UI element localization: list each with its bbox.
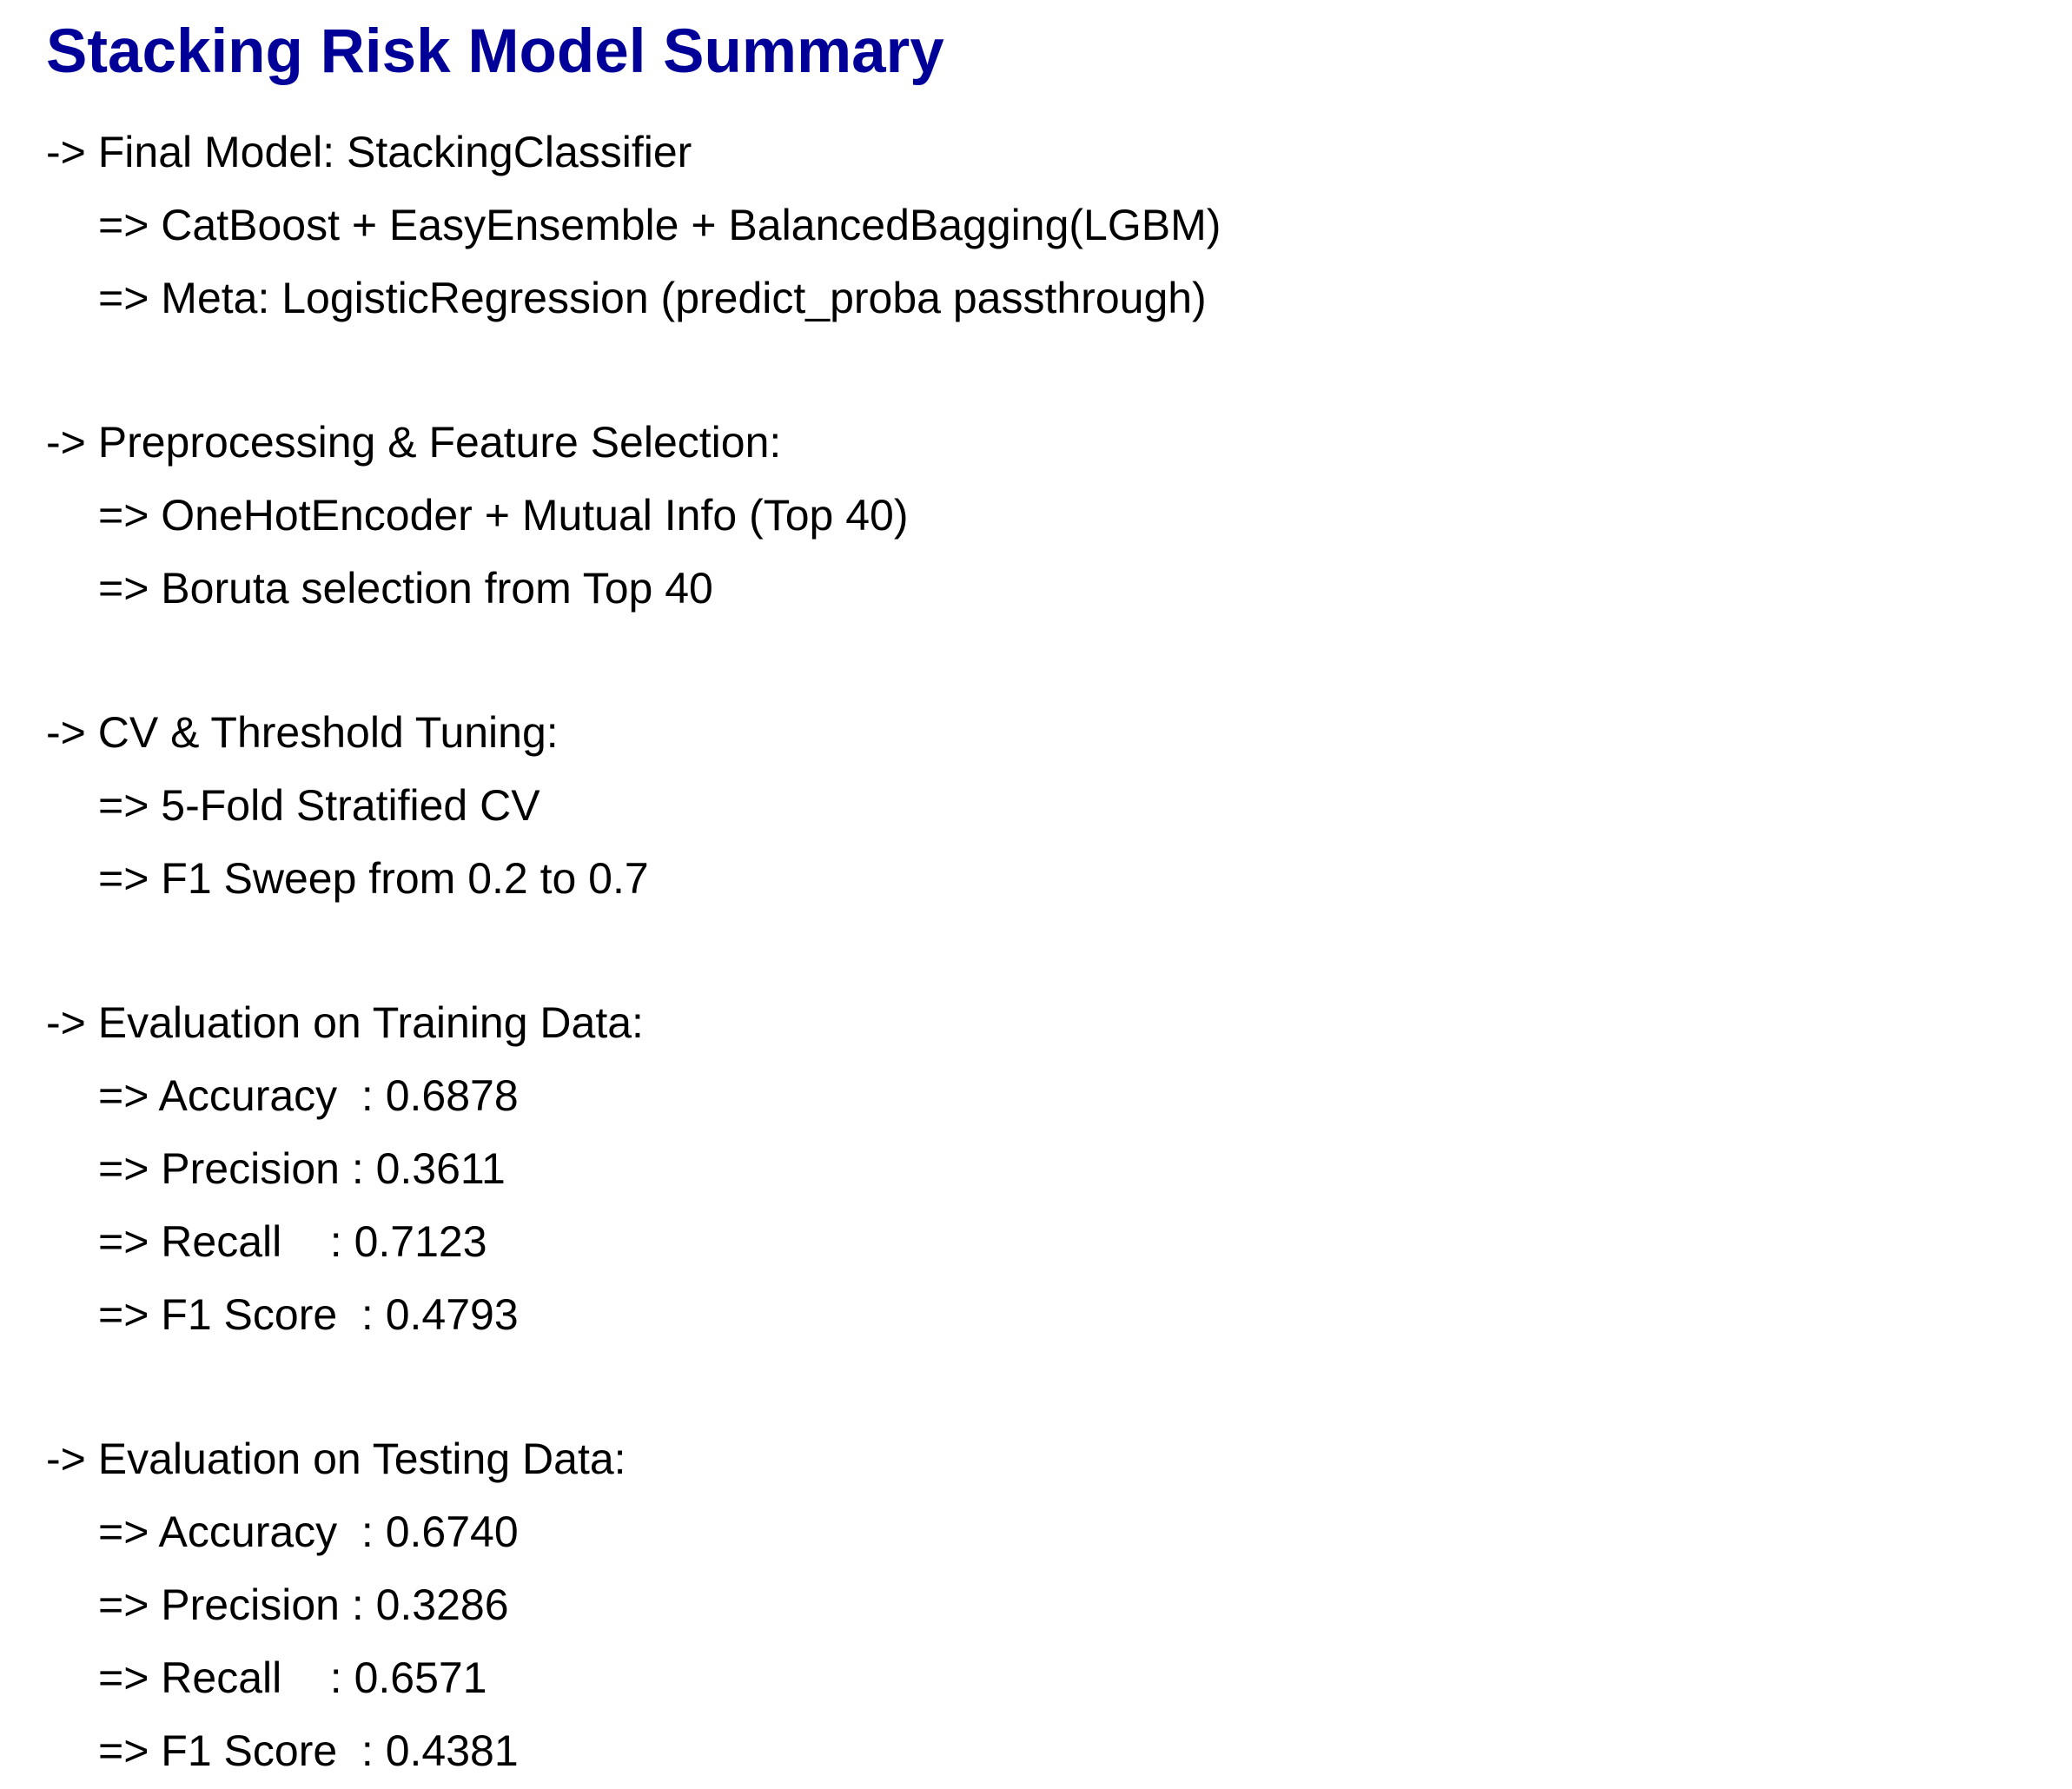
metric-f1-score: => F1 Score : 0.4381	[98, 1726, 519, 1775]
section-heading: -> Preprocessing & Feature Selection:	[46, 418, 782, 467]
summary-document: Stacking Risk Model Summary -> Final Mod…	[46, 13, 2044, 1787]
section-training-evaluation: -> Evaluation on Training Data: => Accur…	[46, 986, 2044, 1351]
section-heading: -> CV & Threshold Tuning:	[46, 708, 559, 757]
metric-f1-score: => F1 Score : 0.4793	[98, 1290, 519, 1339]
page-title: Stacking Risk Model Summary	[46, 17, 944, 86]
metric-recall: => Recall : 0.6571	[98, 1653, 487, 1702]
section-heading: -> Evaluation on Testing Data:	[46, 1435, 626, 1483]
section-item: => CatBoost + EasyEnsemble + BalancedBag…	[98, 201, 1221, 249]
metric-recall: => Recall : 0.7123	[98, 1217, 487, 1266]
section-item: => Meta: LogisticRegression (predict_pro…	[98, 274, 1207, 322]
section-heading: -> Final Model: StackingClassifier	[46, 128, 692, 176]
metric-precision: => Precision : 0.3611	[98, 1144, 506, 1193]
section-item: => OneHotEncoder + Mutual Info (Top 40)	[98, 491, 909, 540]
section-heading: -> Evaluation on Training Data:	[46, 998, 644, 1047]
section-testing-evaluation: -> Evaluation on Testing Data: => Accura…	[46, 1422, 2044, 1787]
section-item: => Boruta selection from Top 40	[98, 564, 713, 613]
metric-accuracy: => Accuracy : 0.6740	[98, 1507, 519, 1556]
section-preprocessing: -> Preprocessing & Feature Selection: =>…	[46, 406, 2044, 625]
section-final-model: -> Final Model: StackingClassifier => Ca…	[46, 116, 2044, 335]
metric-precision: => Precision : 0.3286	[98, 1580, 509, 1629]
section-item: => 5-Fold Stratified CV	[98, 781, 540, 830]
section-item: => F1 Sweep from 0.2 to 0.7	[98, 854, 649, 903]
section-cv-threshold: -> CV & Threshold Tuning: => 5-Fold Stra…	[46, 696, 2044, 915]
metric-accuracy: => Accuracy : 0.6878	[98, 1071, 519, 1120]
